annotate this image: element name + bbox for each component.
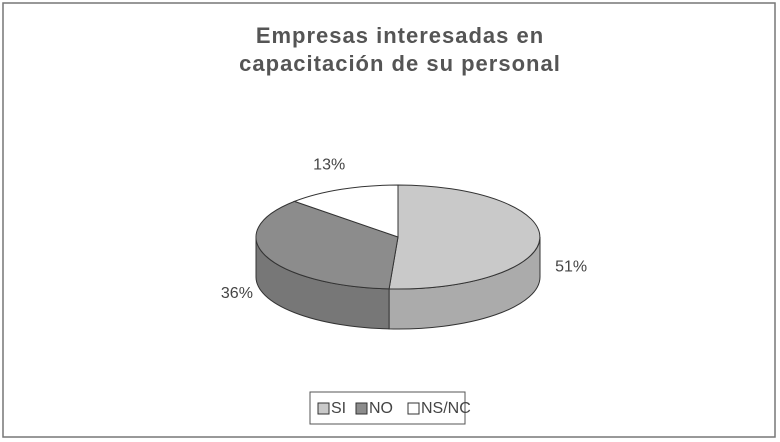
pie-slice <box>293 184 399 238</box>
chart-title: Empresas interesadas en capacitación de … <box>239 23 561 76</box>
pie-slice <box>255 200 399 290</box>
data-label: 36% <box>221 285 253 302</box>
legend-label: NS/NC <box>421 400 471 417</box>
data-label: 13% <box>313 157 345 174</box>
legend-swatch <box>407 402 420 415</box>
data-label: 51% <box>555 259 587 276</box>
legend-label: NO <box>369 400 393 417</box>
legend-swatch <box>317 402 330 415</box>
legend-box <box>309 391 466 425</box>
pie-slice <box>388 184 541 290</box>
legend-label: SI <box>331 400 346 417</box>
legend-swatch <box>355 402 368 415</box>
